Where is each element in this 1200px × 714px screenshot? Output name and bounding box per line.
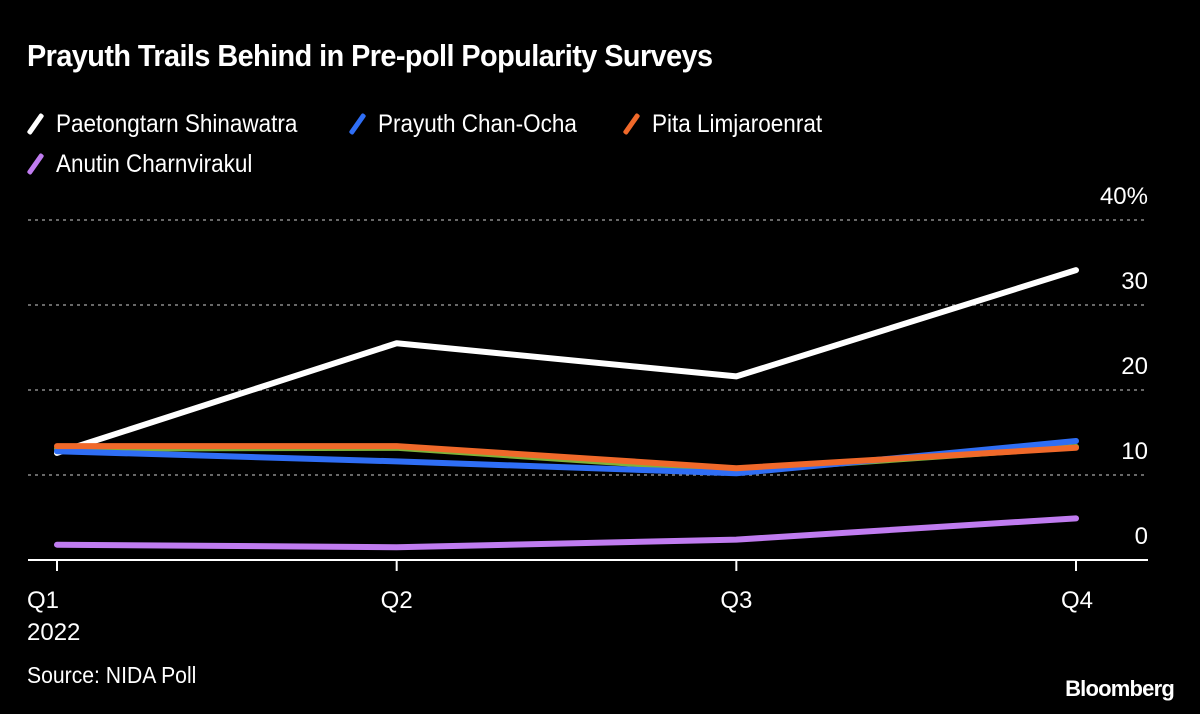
x-tick-label: Q3 <box>720 587 752 614</box>
legend-label: Paetongtarn Shinawatra <box>56 109 298 138</box>
y-tick-label: 40% <box>1100 183 1148 210</box>
series-line-anutin-charnvirakul <box>54 515 1079 551</box>
series-line-pita-limjaroenrat <box>54 443 1079 472</box>
bloomberg-logo: Bloomberg <box>1065 676 1175 701</box>
legend-item-paetongtarn: Paetongtarn Shinawatra <box>26 104 324 144</box>
x-axis: Q1 2022 Q2 Q3 Q4 <box>27 559 1148 646</box>
chart-title: Prayuth Trails Behind in Pre-poll Popula… <box>27 38 713 73</box>
legend: Paetongtarn Shinawatra Prayuth Chan-Ocha… <box>26 104 987 184</box>
y-axis-labels: 0 10 20 30 40% <box>1100 183 1148 550</box>
series-line-paetongtarn-shinawatra <box>54 267 1079 456</box>
legend-item-prayuth: Prayuth Chan-Ocha <box>348 104 599 144</box>
legend-item-pita: Pita Limjaroenrat <box>622 104 841 144</box>
x-tick-label: Q2 <box>381 587 413 614</box>
y-tick-label: 10 <box>1121 438 1148 465</box>
y-tick-label: 0 <box>1135 523 1148 550</box>
legend-item-anutin: Anutin Charnvirakul <box>26 144 274 184</box>
legend-label: Prayuth Chan-Ocha <box>377 109 577 138</box>
y-tick-label: 30 <box>1121 268 1148 295</box>
x-tick-sublabel: 2022 <box>27 619 80 646</box>
x-tick-label: Q4 <box>1061 587 1093 614</box>
source-note: Source: NIDA Poll <box>27 662 197 688</box>
y-tick-label: 20 <box>1121 353 1148 380</box>
x-tick-label: Q1 <box>27 587 59 614</box>
gridlines <box>28 219 1148 476</box>
legend-label: Anutin Charnvirakul <box>56 149 253 178</box>
series-lines <box>54 267 1079 551</box>
legend-label: Pita Limjaroenrat <box>652 109 823 138</box>
